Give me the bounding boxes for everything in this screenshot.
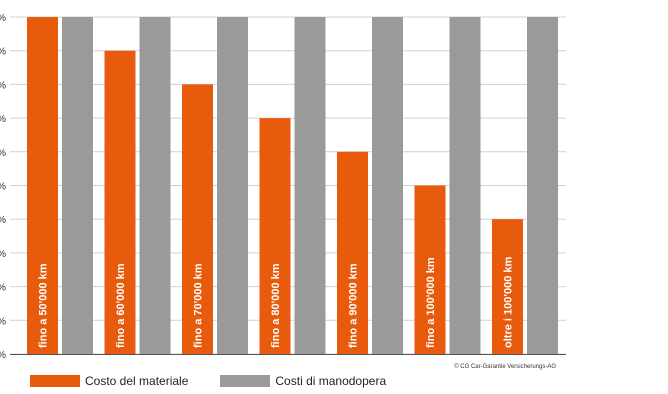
bars (27, 17, 558, 355)
category-label: fino a 80'000 km (270, 263, 282, 348)
bar-labor (294, 17, 326, 354)
bar-labor (449, 17, 481, 354)
legend-label-material: Costo del materiale (85, 374, 189, 388)
y-axis-tick-labels: 0% 10% 20% 30% 40% 50% 60% 70% 80% 90% 100% (0, 13, 6, 361)
bar-material (337, 151, 368, 354)
y-tick-label: 70% (0, 114, 6, 125)
legend-swatch-material (30, 375, 80, 387)
bar-material (27, 17, 58, 354)
y-tick-label: 90% (0, 47, 6, 58)
y-tick-label: 40% (0, 215, 6, 226)
legend-swatch-labor (220, 375, 271, 387)
y-tick-label: 50% (0, 182, 6, 193)
bar-labor (372, 17, 403, 354)
category-label: fino a 70'000 km (193, 263, 205, 348)
category-labels: fino a 50'000 km fino a 60'000 km fino a 7… (38, 256, 515, 348)
y-tick-label: 60% (0, 148, 6, 159)
copyright-notice: © CG Car-Garantie Versicherungs-AG (454, 363, 556, 370)
category-label: fino a 60'000 km (115, 263, 127, 348)
y-tick-label: 80% (0, 80, 6, 91)
bar-material (259, 118, 291, 354)
bar-material (182, 84, 213, 355)
legend-item-material: Costo del materiale (30, 374, 188, 388)
y-tick-label: 10% (0, 316, 6, 327)
legend-item-labor: Costi di manodopera (220, 374, 386, 388)
y-tick-label: 20% (0, 283, 6, 294)
y-tick-label: 0% (0, 350, 6, 361)
bar-labor (62, 17, 93, 354)
legend: Costo del materiale Costi di manodopera (30, 374, 418, 388)
bar-labor (527, 17, 558, 354)
bar-labor (217, 17, 248, 354)
category-label: fino a 50'000 km (38, 263, 50, 348)
legend-label-labor: Costi di manodopera (275, 374, 387, 388)
category-label: oltre i 100'000 km (503, 256, 515, 348)
y-tick-label: 100% (0, 13, 6, 24)
category-label: fino a 90'000 km (348, 263, 360, 348)
bar-material (104, 50, 136, 354)
bar-material (414, 185, 446, 354)
category-label: fino a 100'000 km (425, 257, 437, 348)
bar-material (492, 219, 523, 354)
bar-labor (139, 17, 171, 354)
y-tick-label: 30% (0, 249, 6, 260)
